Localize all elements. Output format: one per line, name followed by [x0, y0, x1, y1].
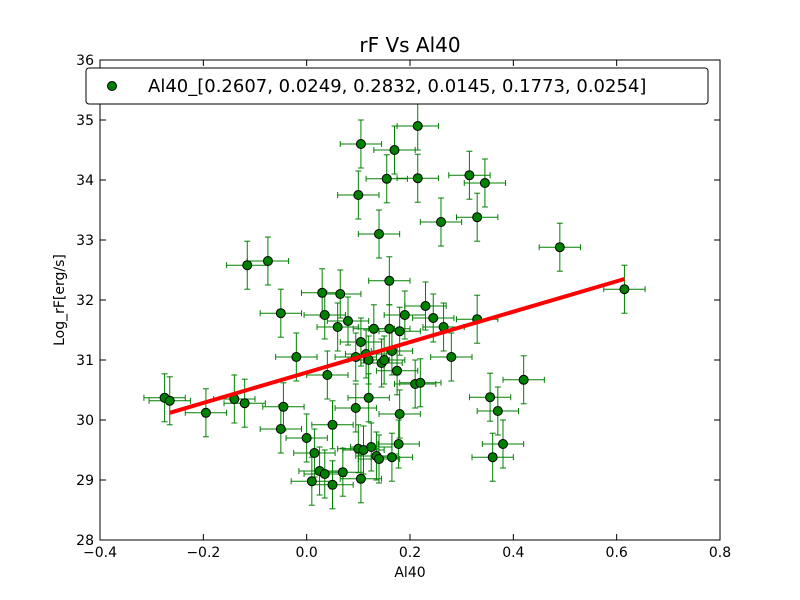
data-point — [322, 370, 333, 380]
data-point — [446, 352, 457, 362]
data-point — [368, 323, 379, 334]
data-point — [428, 313, 439, 323]
x-tick-label: 0.2 — [399, 545, 421, 561]
data-point — [492, 406, 503, 416]
regression-line — [169, 277, 625, 415]
data-point — [619, 284, 630, 295]
y-tick-label: 32 — [76, 293, 94, 309]
data-point — [479, 178, 490, 188]
data-point — [301, 433, 312, 443]
data-point — [355, 337, 366, 347]
data-point — [242, 260, 253, 271]
data-point — [392, 365, 403, 376]
data-point — [518, 374, 529, 385]
y-tick-label: 34 — [76, 173, 94, 189]
plot-area — [100, 60, 720, 540]
data-point — [278, 401, 289, 412]
data-point — [335, 289, 346, 299]
data-point — [327, 479, 338, 490]
x-tick-label: −0.2 — [186, 545, 220, 561]
y-tick-label: 30 — [76, 413, 94, 429]
data-point — [389, 145, 400, 155]
data-point — [472, 212, 483, 223]
y-tick-label: 31 — [76, 353, 94, 369]
data-point — [200, 407, 211, 418]
data-point — [343, 316, 353, 326]
x-tick-label: −0.4 — [83, 545, 117, 561]
data-point — [355, 473, 366, 484]
legend-label: Al40_[0.2607, 0.0249, 0.2832, 0.0145, 0.… — [148, 76, 646, 97]
legend-box — [85, 67, 709, 105]
data-point — [363, 392, 374, 403]
data-point — [332, 322, 343, 332]
data-point — [164, 395, 175, 406]
legend-marker — [107, 81, 117, 91]
data-point — [415, 377, 426, 388]
x-tick-label: 0.8 — [709, 545, 731, 561]
data-point — [327, 419, 338, 430]
y-tick-label: 36 — [76, 53, 94, 69]
data-point — [412, 121, 423, 131]
y-tick-label: 28 — [76, 533, 94, 549]
x-tick-label: 0.0 — [296, 545, 318, 561]
data-point — [319, 310, 330, 320]
data-point — [275, 308, 286, 319]
y-tick-label: 33 — [76, 233, 94, 249]
data-point — [317, 287, 328, 298]
data-point — [374, 229, 384, 239]
data-point — [309, 448, 320, 458]
data-point — [485, 392, 496, 403]
data-point — [487, 452, 498, 463]
data-point — [337, 467, 348, 478]
x-tick-label: 0.6 — [606, 545, 628, 561]
data-point — [394, 326, 405, 337]
data-point — [355, 139, 366, 149]
data-point — [436, 217, 446, 227]
data-point — [384, 323, 395, 334]
y-axis-ticks: 28 29 30 31 32 33 34 35 36 — [76, 53, 720, 549]
data-point — [350, 403, 361, 413]
data-point — [291, 352, 302, 362]
y-tick-label: 35 — [76, 113, 94, 129]
data-point — [381, 173, 392, 184]
fit-line-group — [169, 277, 625, 415]
data-point — [394, 409, 405, 419]
data-point — [275, 424, 286, 434]
data-point — [393, 439, 404, 449]
data-point — [319, 469, 330, 479]
chart-title: rF Vs Al40 — [359, 33, 460, 57]
y-axis-label: Log_rF[erg/s] — [52, 254, 68, 346]
data-point — [379, 355, 390, 365]
data-point — [366, 442, 377, 452]
data-point — [399, 310, 410, 320]
data-point — [239, 398, 250, 409]
x-tick-label: 0.4 — [502, 545, 524, 561]
x-axis-ticks: −0.4 −0.2 0.0 0.2 0.4 0.6 0.8 — [83, 60, 731, 561]
x-axis-label: Al40 — [394, 565, 425, 581]
data-point — [412, 173, 423, 184]
data-point — [384, 275, 395, 286]
data-point — [498, 439, 508, 449]
legend: Al40_[0.2607, 0.0249, 0.2832, 0.0145, 0.… — [85, 67, 709, 105]
y-tick-label: 29 — [76, 473, 94, 489]
data-point — [374, 454, 384, 464]
data-point — [554, 242, 565, 253]
data-point — [420, 301, 431, 311]
data-point — [386, 452, 397, 463]
data-point — [353, 190, 364, 200]
data-point — [464, 170, 475, 181]
data-point — [306, 476, 317, 487]
data-point — [262, 256, 273, 266]
